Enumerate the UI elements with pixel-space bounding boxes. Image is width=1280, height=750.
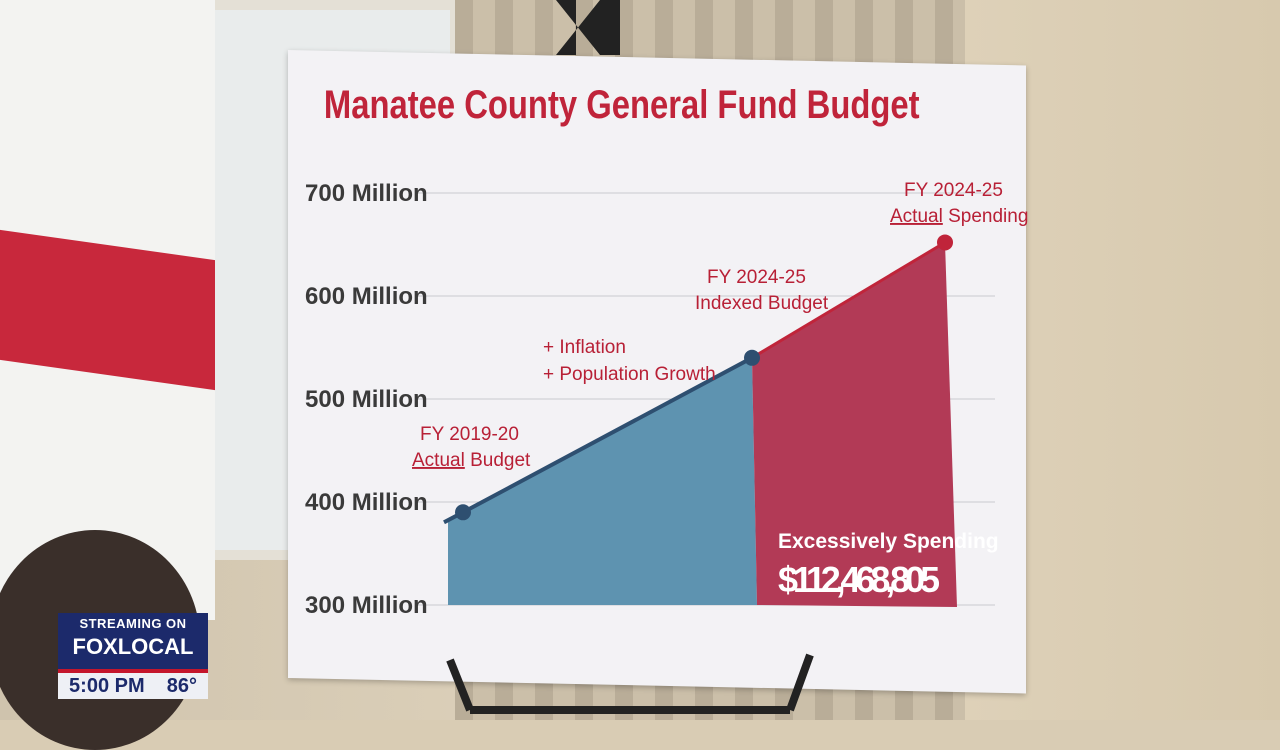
- local-text: LOCAL: [117, 634, 194, 659]
- indexed-budget-area: [448, 357, 757, 605]
- label-rest: Spending: [943, 206, 1029, 227]
- data-point: [455, 504, 471, 521]
- y-tick-label: 700 Million: [305, 180, 428, 207]
- excess-label: Excessively Spending: [778, 530, 999, 553]
- spending-line: [751, 241, 946, 360]
- fox-text: FOX: [72, 634, 118, 659]
- underlined-word: Actual: [890, 206, 943, 227]
- point-label-year: FY 2019-20: [420, 424, 519, 445]
- growth-annotation: + Population Growth: [543, 364, 716, 385]
- excess-spending-area: [752, 242, 957, 607]
- point-label-year: FY 2024-25: [707, 267, 806, 288]
- fox-local-bug: STREAMING ON FOXLOCAL 5:00 PM 86°: [58, 613, 208, 699]
- y-tick-label: 400 Million: [305, 489, 428, 516]
- point-label-desc: Actual Spending: [890, 206, 1028, 227]
- y-tick-label: 600 Million: [305, 283, 428, 310]
- growth-annotation: + Inflation: [543, 337, 626, 358]
- time: 5:00 PM: [69, 675, 145, 697]
- budget-chart: Manatee County General Fund Budget 700 M…: [305, 82, 1028, 619]
- streaming-on-label: STREAMING ON: [79, 616, 187, 631]
- flag: [0, 0, 215, 620]
- fox-local-logo: FOXLOCAL: [58, 631, 208, 661]
- chart-title: Manatee County General Fund Budget: [324, 82, 920, 127]
- data-point: [937, 234, 953, 251]
- y-tick-label: 300 Million: [305, 592, 428, 619]
- temperature: 86°: [166, 675, 197, 697]
- underlined-word: Actual: [412, 450, 465, 471]
- data-point: [744, 349, 760, 366]
- easel-bottom: [446, 653, 814, 714]
- point-label-year: FY 2024-25: [904, 180, 1003, 201]
- point-label-desc: Indexed Budget: [695, 293, 829, 314]
- point-label-desc: Actual Budget: [412, 450, 531, 471]
- excess-amount: $112,468,805: [778, 559, 940, 600]
- y-tick-label: 500 Million: [305, 386, 428, 413]
- label-rest: Budget: [465, 450, 531, 471]
